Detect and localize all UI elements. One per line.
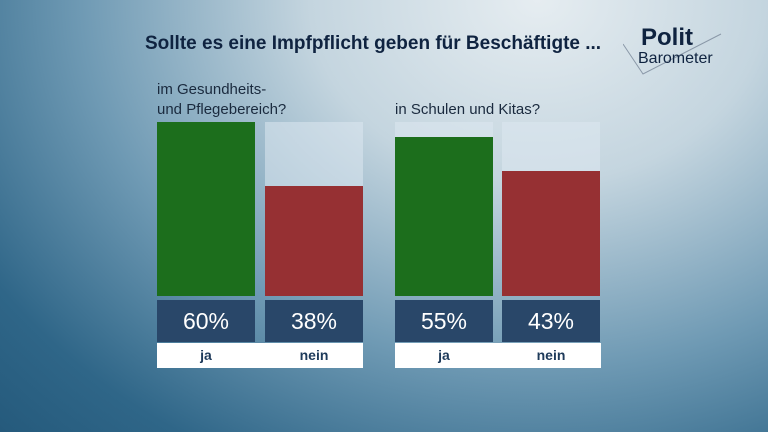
- category-label: ja: [200, 347, 212, 363]
- value-label: 55%: [395, 300, 493, 342]
- logo-line2: Barometer: [638, 50, 713, 67]
- panel1-question: im Gesundheits- und Pflegebereich?: [157, 80, 286, 120]
- category-label: ja: [438, 347, 450, 363]
- politbarometer-logo: Polit Barometer: [623, 24, 723, 76]
- checkmark-icon: [623, 33, 722, 75]
- category-label: nein: [536, 347, 566, 363]
- bar-track: [502, 122, 600, 296]
- bar-track: [265, 122, 363, 296]
- panel2-labels: ja nein: [395, 343, 601, 368]
- value-label: 60%: [157, 300, 255, 342]
- panel2-question: in Schulen und Kitas?: [395, 101, 541, 118]
- logo-line1: Polit: [641, 24, 693, 51]
- bar-track: [157, 122, 255, 296]
- category-label: nein: [299, 347, 329, 363]
- bar-ja: [395, 136, 493, 296]
- panel1-labels: ja nein: [157, 343, 363, 368]
- panel1-question-line1: im Gesundheits-: [157, 81, 267, 98]
- panel1-question-line2: und Pflegebereich?: [157, 101, 287, 118]
- bar-track: [395, 122, 493, 296]
- bar-nein: [265, 185, 363, 296]
- bar-ja: [157, 122, 255, 296]
- value-label: 43%: [502, 300, 600, 342]
- value-label: 38%: [265, 300, 363, 342]
- chart-title: Sollte es eine Impfpflicht geben für Bes…: [145, 33, 602, 54]
- bar-nein: [502, 171, 600, 296]
